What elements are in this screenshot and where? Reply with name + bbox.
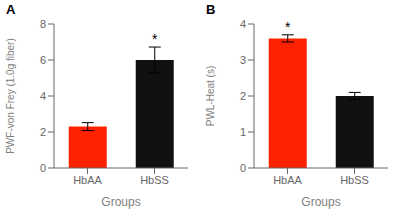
svg-text:3: 3	[240, 54, 246, 66]
svg-text:*: *	[285, 19, 291, 35]
svg-text:HbAA: HbAA	[73, 174, 102, 186]
html-text:B: B	[206, 2, 216, 17]
svg-text:HbSS: HbSS	[140, 174, 169, 186]
svg-text:1: 1	[240, 126, 246, 138]
svg-text:PWL-Heat (s): PWL-Heat (s)	[205, 66, 216, 127]
svg-text:0: 0	[240, 162, 246, 174]
svg-text:Groups: Groups	[301, 195, 340, 209]
svg-text:6: 6	[40, 54, 46, 66]
svg-text:HbAA: HbAA	[273, 174, 302, 186]
svg-text:*: *	[152, 31, 158, 47]
svg-text:Groups: Groups	[101, 195, 140, 209]
svg-text:4: 4	[240, 18, 246, 30]
svg-text:2: 2	[40, 126, 46, 138]
svg-text:8: 8	[40, 18, 46, 30]
svg-text:HbSS: HbSS	[340, 174, 369, 186]
html-text:A: A	[6, 2, 16, 17]
svg-text:4: 4	[40, 90, 46, 102]
svg-text:PWF-von Frey (1.0g fiber): PWF-von Frey (1.0g fiber)	[8, 38, 16, 154]
svg-text:0: 0	[40, 162, 46, 174]
svg-text:2: 2	[240, 90, 246, 102]
